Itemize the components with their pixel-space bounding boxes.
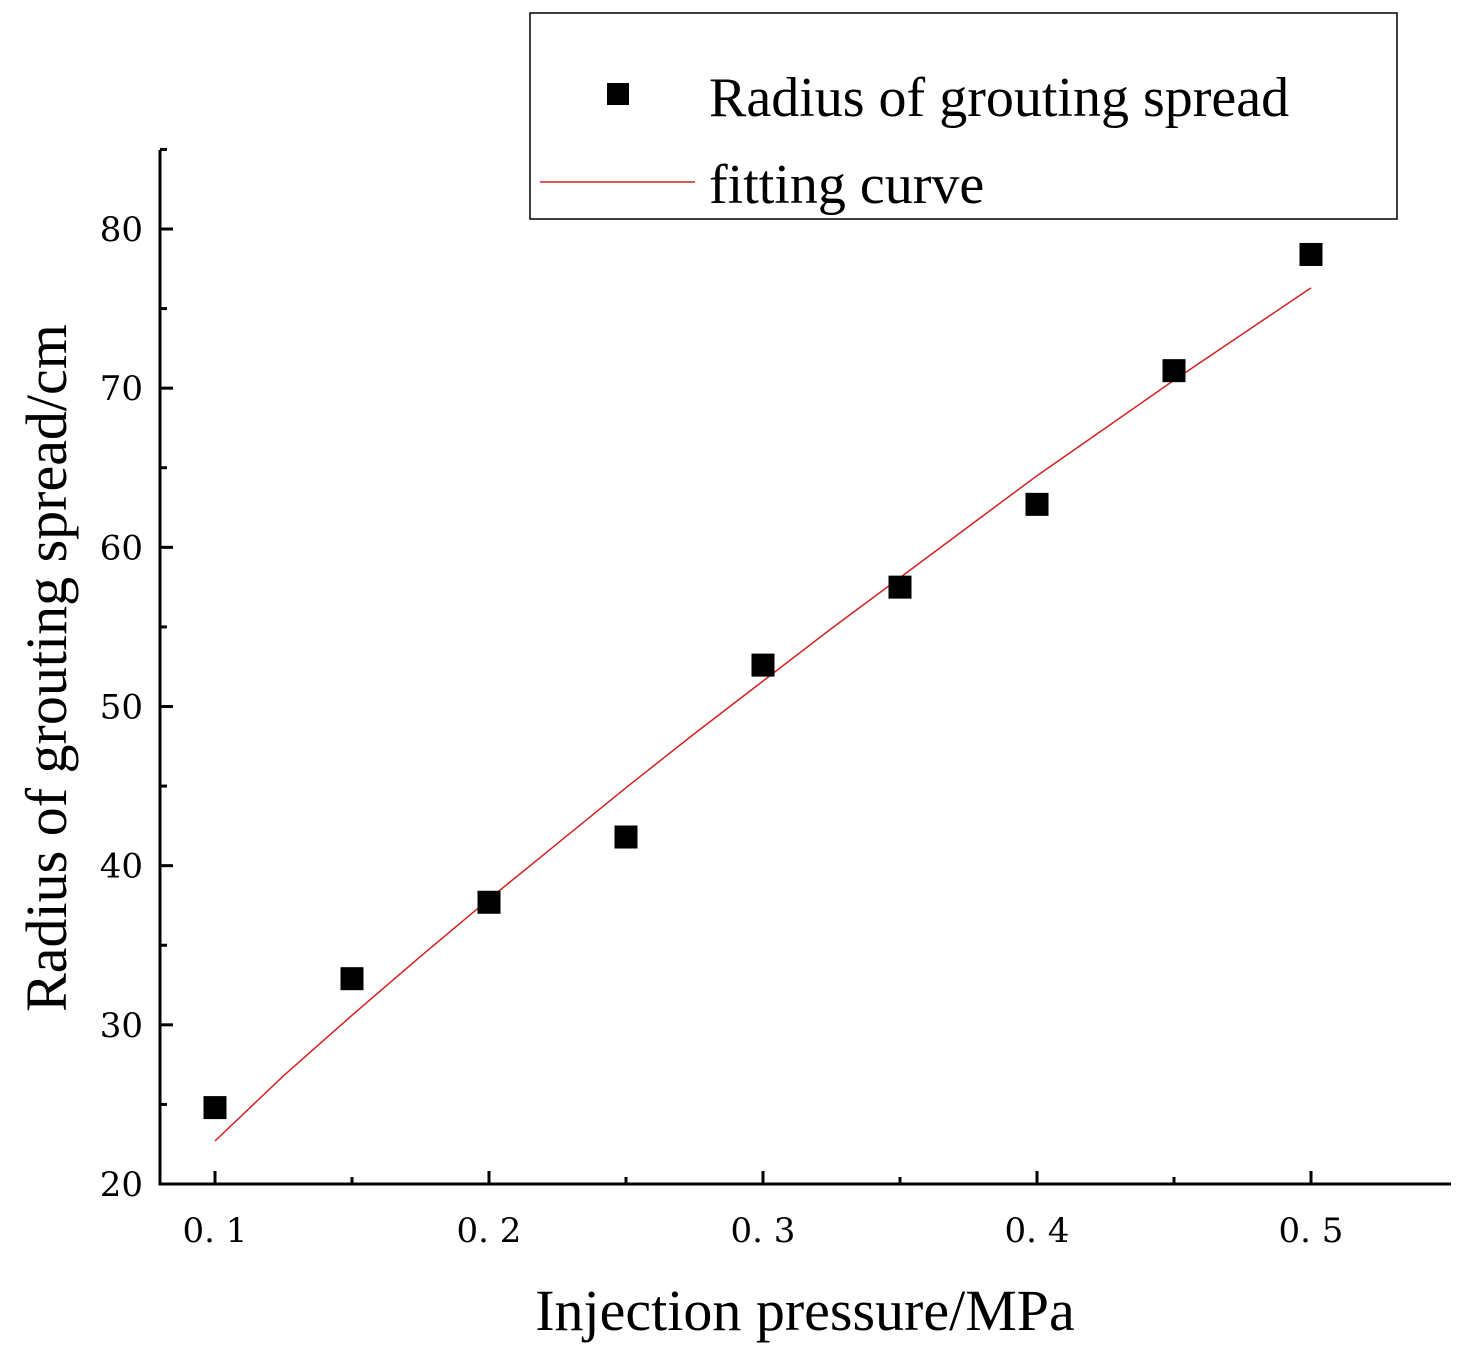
legend-label-scatter: Radius of grouting spread (709, 67, 1289, 129)
fitting-curve-line (214, 287, 1312, 1142)
y-tick-label: 30 (100, 1006, 143, 1046)
y-tick-label: 70 (100, 369, 143, 409)
x-tick-label: 0. 5 (1279, 1211, 1344, 1251)
data-point (751, 653, 775, 677)
legend-label-line: fitting curve (709, 154, 984, 216)
data-point (477, 890, 501, 914)
data-point (1299, 242, 1323, 266)
data-point (614, 825, 638, 849)
data-point (203, 1096, 227, 1120)
y-tick-label: 20 (100, 1165, 143, 1205)
x-tick-label: 0. 4 (1005, 1211, 1070, 1251)
data-point (1162, 359, 1186, 383)
legend: Radius of grouting spread fitting curve (529, 12, 1398, 220)
x-tick-label: 0. 1 (183, 1211, 248, 1251)
x-axis-title: Injection pressure/MPa (535, 1278, 1075, 1343)
axes: 0. 1 0. 2 0. 3 0. 4 0. 5 20 30 40 50 60 70 80 (100, 147, 1451, 1251)
data-point (888, 575, 912, 599)
legend-box (529, 12, 1398, 220)
y-tick-label: 40 (100, 847, 143, 887)
plot-area (203, 242, 1323, 1142)
y-tick-label: 60 (100, 528, 143, 568)
y-tick-label: 80 (100, 210, 143, 250)
y-tick-label: 50 (100, 688, 143, 728)
data-point (340, 967, 364, 991)
legend-marker-square (607, 83, 629, 105)
x-tick-label: 0. 2 (457, 1211, 522, 1251)
y-axis-title: Radius of grouting spread/cm (14, 324, 79, 1012)
x-tick-label: 0. 3 (731, 1211, 796, 1251)
data-point (1025, 492, 1049, 516)
